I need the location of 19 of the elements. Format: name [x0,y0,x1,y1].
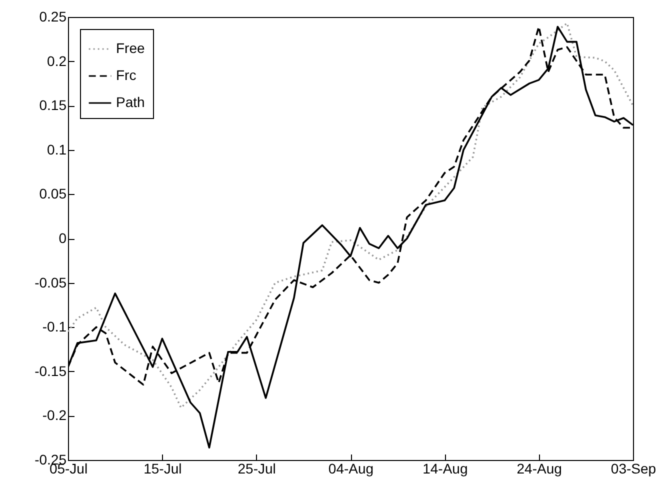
x-tick-label: 14-Aug [422,460,468,476]
y-tick-label: -0.05 [34,274,67,290]
y-tick-label: 0.05 [39,186,67,202]
x-tick-label: 25-Jul [238,460,276,476]
x-tick-label: 04-Aug [328,460,374,476]
y-tick-label: -0.1 [42,318,67,335]
y-tick-label: 0 [58,230,67,246]
x-tick-label: 24-Aug [516,460,562,476]
y-tick-label: 0.2 [47,52,67,69]
legend-label: Frc [116,67,136,83]
y-tick-label: 0.15 [39,97,67,114]
y-tick-label: 0.25 [39,8,67,24]
x-tick-label: 03-Sep [610,460,656,476]
legend-label: Path [116,94,145,110]
legend-label: Free [116,40,145,56]
x-tick-label: 15-Jul [144,460,182,476]
y-tick-label: -0.15 [34,362,67,379]
y-tick-label: 0.1 [47,141,67,158]
y-tick-label: -0.2 [42,407,67,424]
